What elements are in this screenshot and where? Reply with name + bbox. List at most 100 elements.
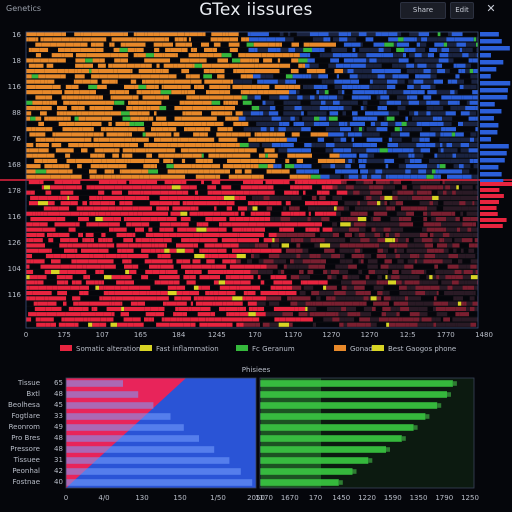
heatmap-cell (285, 37, 294, 42)
heatmap-cell (137, 301, 146, 306)
heatmap-cell (226, 301, 234, 306)
heatmap-cell (307, 217, 311, 222)
heatmap-cell (251, 174, 260, 179)
heatmap-cell (231, 185, 241, 190)
heatmap-cell (474, 121, 478, 127)
heatmap-cell (117, 137, 120, 142)
heatmap-cell (95, 217, 103, 222)
heatmap-cell (229, 217, 235, 222)
heatmap-cell (77, 248, 81, 253)
heatmap-cell (26, 222, 33, 227)
heatmap-cell (76, 259, 86, 264)
heatmap-cell (335, 259, 340, 264)
heatmap-cell (142, 95, 146, 100)
heatmap-cell (112, 238, 124, 243)
heatmap-cell (392, 90, 404, 95)
heatmap-cell (411, 269, 416, 275)
heatmap-cell (427, 306, 433, 312)
heatmap-cell (26, 180, 29, 185)
heatmap-cell (445, 111, 456, 116)
heatmap-cell (127, 158, 131, 164)
share-button[interactable]: Share (400, 2, 446, 19)
heatmap-cell (461, 301, 465, 306)
heatmap-cell (474, 137, 478, 142)
heatmap-cell (378, 164, 386, 169)
heatmap-cell (176, 127, 184, 132)
heatmap-cell (39, 222, 48, 227)
heatmap-cell (417, 95, 424, 100)
heatmap-cell (273, 132, 277, 137)
heatmap-cell (84, 132, 88, 137)
heatmap-cell (375, 306, 383, 312)
heatmap-cell (221, 238, 229, 243)
heatmap-cell (473, 291, 476, 296)
heatmap-cell (369, 180, 374, 185)
bar-left (66, 391, 139, 398)
heatmap-cell (290, 195, 302, 201)
heatmap-cell (120, 301, 123, 306)
heatmap-cell (258, 195, 264, 201)
heatmap-cell (455, 116, 463, 121)
heatmap-cell (443, 195, 451, 201)
heatmap-cell (132, 317, 141, 322)
heatmap-cell (340, 217, 344, 222)
heatmap-cell (430, 127, 442, 132)
heatmap-cell (26, 137, 36, 142)
heatmap-cell (429, 201, 434, 206)
heatmap-cell (138, 100, 147, 105)
marginal-bar (480, 81, 511, 86)
edit-button[interactable]: Edit (450, 2, 474, 19)
heatmap-cell (87, 243, 93, 248)
heatmap-cell (199, 137, 211, 142)
heatmap-cell (198, 190, 208, 195)
heatmap-cell (45, 254, 54, 259)
heatmap-cell (274, 84, 286, 90)
heatmap-cell (405, 169, 411, 174)
heatmap-cell (446, 222, 454, 227)
heatmap-cell (265, 180, 273, 185)
heatmap-cell (477, 174, 478, 179)
heatmap-cell (227, 127, 233, 132)
heatmap-cell (176, 243, 186, 248)
heatmap-cell (176, 248, 185, 253)
heatmap-cell (74, 248, 78, 253)
heatmap-cell (206, 280, 214, 285)
heatmap-cell (440, 32, 448, 37)
heatmap-cell (41, 53, 52, 58)
heatmap-cell (443, 190, 447, 195)
heatmap-cell (39, 158, 43, 164)
heatmap-cell (240, 211, 245, 216)
heatmap-cell (447, 243, 453, 248)
heatmap-cell (189, 185, 197, 190)
heatmap-cell (207, 190, 213, 195)
heatmap-cell (444, 291, 454, 296)
heatmap-cell (294, 106, 302, 111)
heatmap-cell (209, 169, 215, 174)
heatmap-cell (181, 238, 190, 243)
heatmap-cell (441, 95, 452, 100)
heatmap-cell (170, 275, 180, 280)
close-icon[interactable]: ✕ (486, 2, 496, 15)
heatmap-cell (419, 280, 423, 285)
heatmap-cell (354, 143, 363, 148)
heatmap-cell (47, 158, 58, 164)
heatmap-cell (238, 63, 247, 68)
heatmap-cell (228, 42, 240, 47)
heatmap-cell (107, 238, 113, 243)
heatmap-cell (149, 291, 157, 296)
heatmap-cell (26, 322, 37, 327)
heatmap-cell (380, 95, 390, 100)
heatmap-cell (362, 158, 367, 164)
heatmap-cell (56, 280, 65, 285)
heatmap-cell (123, 254, 128, 259)
heatmap-cell (53, 317, 62, 322)
heatmap-cell (209, 90, 220, 95)
x-tick-label: 107 (96, 331, 109, 339)
heatmap-cell (220, 100, 224, 105)
heatmap-cell (307, 269, 314, 275)
heatmap-cell (127, 47, 133, 53)
heatmap-cell (404, 158, 410, 164)
heatmap-cell (314, 211, 324, 216)
heatmap-cell (132, 232, 136, 238)
heatmap-cell (263, 238, 273, 243)
